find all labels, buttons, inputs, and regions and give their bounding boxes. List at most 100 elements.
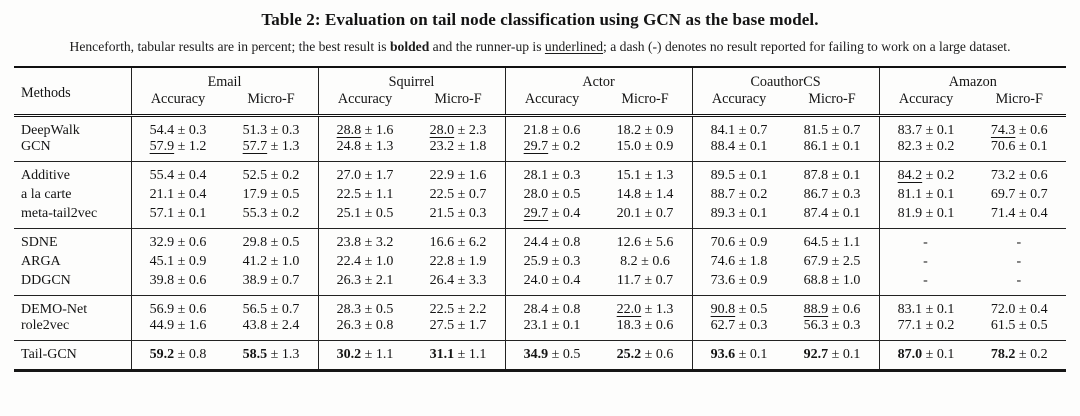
result-stddev: ± 1.3	[641, 168, 674, 183]
result-stddev: ± 1.7	[454, 318, 487, 333]
result-cell: 72.0 ± 0.4	[972, 295, 1067, 318]
result-stddev: ± 0.6	[1015, 168, 1048, 183]
result-stddev: ± 0.3	[548, 254, 581, 269]
result-value: 14.8	[616, 187, 642, 202]
result-cell: 87.4 ± 0.1	[786, 206, 880, 229]
result-stddev: ± 0.4	[174, 168, 207, 183]
result-stddev: ± 0.5	[267, 235, 300, 250]
no-result-dash: -	[923, 235, 929, 250]
table-row: Tail-GCN 59.2 ± 0.8 58.5 ± 1.3 30.2 ± 1.1 31…	[14, 340, 1067, 371]
result-stddev: ± 0.2	[735, 187, 768, 202]
result-stddev: ± 1.4	[641, 187, 674, 202]
result-value: 81.5	[803, 123, 829, 138]
result-cell: 31.1 ± 1.1	[411, 340, 506, 371]
methods-header: Methods	[14, 67, 131, 117]
result-cell: 25.2 ± 0.6	[598, 340, 693, 371]
result-cell: 20.1 ± 0.7	[599, 206, 693, 229]
result-stddev: ± 0.8	[361, 318, 394, 333]
result-stddev: ± 0.1	[548, 318, 581, 333]
metric-header-microf: Micro-F	[224, 91, 319, 117]
no-result-dash: -	[923, 273, 929, 288]
result-stddev: ± 1.6	[454, 168, 487, 183]
result-stddev: ± 0.6	[637, 254, 670, 269]
result-cell: 16.6 ± 6.2	[411, 228, 506, 251]
result-value: 84.2	[897, 168, 923, 183]
result-cell: 81.5 ± 0.7	[786, 116, 880, 140]
metric-header-microf: Micro-F	[972, 91, 1067, 117]
result-stddev: ± 0.4	[1015, 206, 1048, 221]
table-row: role2vec 44.9 ± 1.6 43.8 ± 2.4 26.3 ± 0.8 27…	[14, 318, 1066, 341]
table-row: ARGA 45.1 ± 0.9 41.2 ± 1.0 22.4 ± 1.0 22.8 ±…	[14, 251, 1066, 273]
no-result-dash: -	[923, 254, 929, 269]
result-cell: 83.1 ± 0.1	[878, 295, 973, 318]
result-value: 58.5	[242, 347, 268, 362]
result-value: 32.9	[149, 235, 175, 250]
result-cell: 55.3 ± 0.2	[225, 206, 319, 229]
result-cell: 22.4 ± 1.0	[317, 251, 412, 273]
result-cell: 27.5 ± 1.7	[412, 318, 506, 341]
result-stddev: ± 2.4	[267, 318, 300, 333]
result-value: 86.7	[803, 187, 829, 202]
result-cell: 71.4 ± 0.4	[973, 206, 1067, 229]
result-value: 22.8	[429, 254, 455, 269]
caption-underlined-word: underlined	[544, 39, 604, 54]
result-value: 81.1	[897, 187, 923, 202]
dataset-header-squirrel: Squirrel	[317, 67, 506, 91]
caption-text-2: and the runner-up is	[429, 39, 545, 54]
result-cell: 64.5 ± 1.1	[785, 228, 880, 251]
result-value: 25.2	[616, 347, 642, 362]
dataset-header-actor: Actor	[504, 67, 693, 91]
result-stddev: ± 1.1	[828, 235, 861, 250]
result-stddev: ± 0.9	[735, 235, 768, 250]
result-cell: 28.0 ± 0.5	[504, 184, 599, 206]
result-cell: 73.6 ± 0.9	[691, 273, 786, 296]
result-value: 89.3	[710, 206, 736, 221]
result-cell: 12.6 ± 5.6	[598, 228, 693, 251]
method-name: Tail-GCN	[14, 340, 131, 371]
table-row: Additive 55.4 ± 0.4 52.5 ± 0.2 27.0 ± 1.7 22…	[14, 161, 1067, 184]
result-cell: 43.8 ± 2.4	[225, 318, 319, 341]
result-stddev: ± 0.5	[361, 206, 394, 221]
results-table: Methods Email Squirrel Actor CoauthorCS …	[14, 66, 1067, 372]
result-stddev: ± 0.2	[1015, 347, 1048, 362]
result-stddev: ± 2.5	[828, 254, 861, 269]
result-cell: 73.2 ± 0.6	[972, 161, 1067, 184]
method-name: DDGCN	[21, 273, 71, 288]
result-stddev: ± 1.8	[735, 254, 768, 269]
no-result-dash: -	[1016, 235, 1023, 250]
result-cell: 84.1 ± 0.7	[691, 115, 786, 139]
result-stddev: ± 0.9	[174, 254, 207, 269]
result-stddev: ± 0.4	[1015, 302, 1048, 317]
result-cell: 28.0 ± 2.3	[412, 116, 506, 140]
result-cell: 29.8 ± 0.5	[224, 228, 319, 251]
method-name: Additive	[14, 161, 131, 184]
result-value: 41.2	[242, 254, 268, 269]
result-value: 90.8	[710, 302, 736, 317]
result-cell: 61.5 ± 0.5	[973, 318, 1067, 341]
result-cell: 51.3 ± 0.3	[225, 116, 319, 140]
result-value: 84.1	[710, 123, 736, 138]
result-cell: 25.1 ± 0.5	[317, 206, 412, 229]
no-result-dash: -	[1016, 254, 1023, 269]
result-stddev: ± 0.1	[828, 347, 861, 362]
result-stddev: ± 0.7	[267, 273, 300, 288]
result-value: 15.1	[616, 168, 642, 183]
result-value: 28.0	[429, 123, 455, 138]
method-name: ARGA	[21, 254, 61, 269]
result-value: 52.5	[242, 168, 268, 183]
result-cell: 39.8 ± 0.6	[130, 273, 225, 296]
result-value: 55.3	[242, 206, 268, 221]
result-value: 11.7	[616, 273, 641, 288]
result-stddev: ± 0.2	[267, 168, 300, 183]
result-cell: -	[878, 228, 973, 251]
metric-header-microf: Micro-F	[785, 91, 880, 117]
result-stddev: ± 0.5	[1015, 318, 1048, 333]
result-stddev: ± 1.1	[454, 347, 487, 362]
result-value: 23.1	[523, 318, 549, 333]
result-cell: 83.7 ± 0.1	[878, 115, 973, 139]
result-value: 22.0	[616, 302, 642, 317]
result-cell: 70.6 ± 0.9	[691, 228, 786, 251]
result-value: 87.4	[803, 206, 829, 221]
result-stddev: ± 0.1	[1015, 139, 1048, 154]
result-cell: 68.8 ± 1.0	[786, 273, 880, 296]
